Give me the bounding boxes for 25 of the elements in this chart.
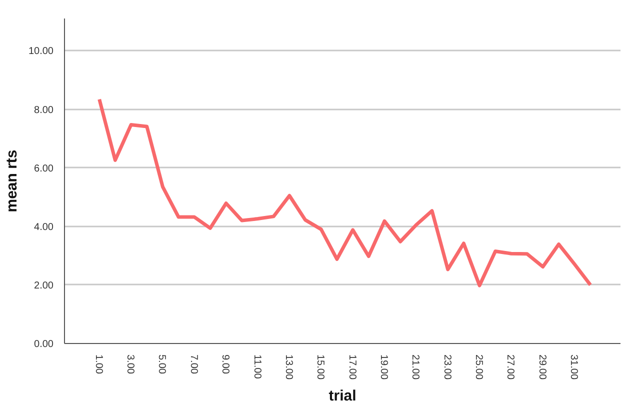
x-tick-label: 9.00 [220, 354, 231, 374]
x-tick-label: 21.00 [410, 354, 421, 380]
x-tick-label: 29.00 [536, 354, 548, 380]
x-tick-label: 31.00 [568, 354, 580, 380]
x-tick-label: 25.00 [473, 354, 484, 380]
x-tick-label: 7.00 [188, 354, 199, 374]
x-tick-label: 27.00 [504, 354, 516, 380]
x-tick-label: 3.00 [124, 354, 136, 374]
x-tick-label: 19.00 [378, 354, 389, 380]
y-tick-label: 8.00 [34, 104, 54, 116]
x-tick-label: 17.00 [346, 354, 358, 380]
x-axis-title: trial [328, 388, 356, 405]
y-tick-label: 2.00 [34, 280, 54, 292]
y-tick-label: 10.00 [28, 46, 54, 58]
x-tick-label: 13.00 [282, 354, 294, 380]
x-tick-label: 5.00 [156, 354, 168, 374]
x-tick-label: 1.00 [92, 354, 104, 374]
y-tick-label: 0.00 [34, 339, 54, 350]
x-tick-label: 23.00 [441, 354, 452, 380]
x-tick-label: 15.00 [314, 354, 326, 380]
y-tick-label: 4.00 [34, 222, 54, 233]
x-tick-label: 11.00 [251, 354, 262, 380]
y-axis-title: mean rts [3, 150, 20, 212]
line-series [98, 98, 592, 288]
y-tick-label: 6.00 [34, 163, 54, 174]
